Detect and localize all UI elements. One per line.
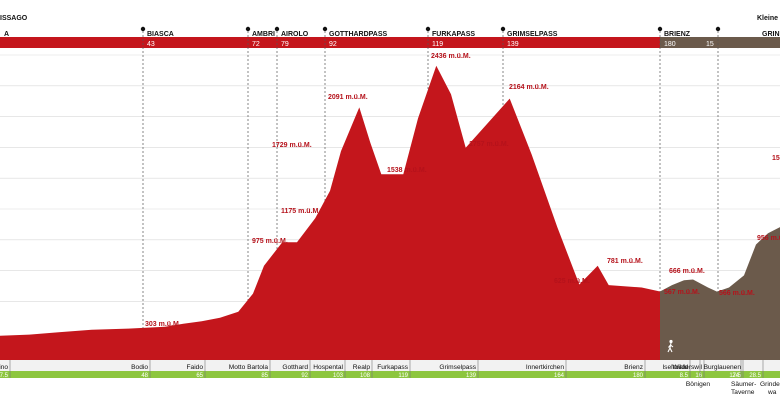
place-km: 65 — [196, 373, 203, 379]
altitude-label: 15 — [772, 155, 780, 162]
altitude-label: 1729 m.ü.M. — [272, 142, 312, 149]
place-name: wa — [767, 389, 777, 396]
place-name: Motto Bartola — [229, 364, 269, 371]
place-name: Brienz — [624, 364, 643, 371]
place-name: Realp — [353, 364, 371, 371]
place-km: 108 — [360, 373, 371, 379]
place-name: Wilderswil — [672, 364, 702, 371]
place-km: 85 — [261, 373, 268, 379]
bottom-places: azzino 17.5 Bodio 48 Faido 65 Motto Bartola 85 G… — [0, 360, 780, 396]
place-km: 164 — [554, 373, 565, 379]
altitude-label: 975 m.ü.M. — [252, 238, 288, 245]
stage-marker-name: A — [4, 31, 9, 38]
place-km: 24 — [732, 373, 739, 379]
altitude-label: 781 m.ü.M. — [607, 258, 643, 265]
stage-marker-name: BRIENZ — [664, 31, 691, 38]
place-km: 16 — [695, 373, 702, 379]
stage-marker-name: AIROLO — [281, 31, 309, 38]
altitude-label: 1175 m.ü.M. — [281, 208, 320, 215]
stage-marker-dot — [274, 26, 280, 32]
altitude-label: 2164 m.ü.M. — [509, 84, 549, 91]
place-km: 28.5 — [749, 373, 761, 379]
altitude-label: 567 m.ü.M. — [664, 289, 700, 296]
stage-marker-name: BIASCA — [147, 31, 174, 38]
stage-marker-dot — [140, 26, 146, 32]
altitude-label: 1538 m.ü.M. — [387, 167, 427, 174]
place-name: Taverne — [731, 389, 755, 396]
porter-areas-bar — [0, 371, 780, 378]
places-bar — [0, 360, 780, 371]
place-name: Faido — [187, 364, 204, 371]
place-name: Grimselpass — [439, 364, 476, 371]
altitude-label: 625 m.ü.M. — [554, 278, 590, 285]
altitude-label: 2436 m.ü.M. — [431, 53, 471, 60]
porter-areas-label: PORTER AREAS — [2, 380, 49, 386]
place-km: 17.5 — [0, 373, 9, 379]
place-km: 92 — [301, 373, 308, 379]
stage-strip-brown — [660, 37, 780, 48]
place-name: Iseltwald — [662, 364, 688, 371]
stage-marker-km: 72 — [252, 41, 260, 48]
stage-marker-km: 43 — [147, 41, 155, 48]
route-profile-brown — [660, 227, 780, 360]
altitude-label: 956 m.ü.M. — [757, 235, 780, 242]
place-km: 8.5 — [680, 373, 689, 379]
corner-label-right: Kleine — [757, 15, 778, 22]
stage-marker-dot — [657, 26, 663, 32]
route-profile-red — [0, 65, 660, 360]
stage-marker-dot — [500, 26, 506, 32]
altitude-label: 2091 m.ü.M. — [328, 94, 368, 101]
place-name: Burglauenen — [704, 364, 742, 371]
place-name: Innertkirchen — [526, 364, 564, 371]
altitude-labels: 303 m.ü.M. 975 m.ü.M. 1175 m.ü.M. 1729 m.ü.… — [145, 53, 780, 328]
stage-marker-km: 119 — [432, 41, 443, 48]
place-km: 17.5 — [729, 373, 741, 379]
stage-marker-dot — [715, 26, 721, 32]
altitude-label: 1757 m.ü.M. — [469, 141, 509, 148]
stage-marker-dot — [322, 26, 328, 32]
grid-lines — [0, 54, 780, 302]
place-name: Bodio — [131, 364, 148, 371]
stage-marker-name: GRINDELWALD GRUN — [762, 31, 780, 38]
altitude-label: 566 m.ü.M. — [719, 290, 755, 297]
stage-marker-name: FURKAPASS — [432, 31, 475, 38]
altitude-label: 666 m.ü.M. — [669, 268, 705, 275]
stage-marker-name: GOTTHARDPASS — [329, 31, 388, 38]
place-name: Bönigen — [686, 381, 711, 388]
altitude-label: 303 m.ü.M. — [145, 321, 181, 328]
stage-marker-dot — [245, 26, 251, 32]
stage-marker-name: GRIMSELPASS — [507, 31, 558, 38]
stage-marker-km: 92 — [329, 41, 337, 48]
place-name: azzino — [0, 364, 8, 371]
place-km: 119 — [398, 373, 408, 379]
stage-marker-dot — [425, 26, 431, 32]
place-name: Furkapass — [377, 364, 408, 371]
place-km: 139 — [466, 373, 477, 379]
stage-strip-red — [0, 37, 660, 48]
place-name: Grindel- — [760, 381, 780, 388]
stage-marker-km: 15 — [706, 41, 714, 48]
stage-marker-km: 79 — [281, 41, 289, 48]
stage-marker-name: AMBRI — [252, 31, 275, 38]
place-name: Hospental — [313, 364, 343, 371]
hiker-icon — [667, 339, 674, 353]
place-km: 103 — [333, 373, 344, 379]
place-name: Gotthard — [282, 364, 308, 371]
place-km: 48 — [141, 373, 148, 379]
stage-marker-km: 139 — [507, 41, 519, 48]
corner-label-left: ISSAGO — [0, 15, 28, 22]
place-name: Säumer- — [731, 381, 756, 388]
place-km: 180 — [633, 373, 644, 379]
stage-marker-km: 180 — [664, 41, 676, 48]
